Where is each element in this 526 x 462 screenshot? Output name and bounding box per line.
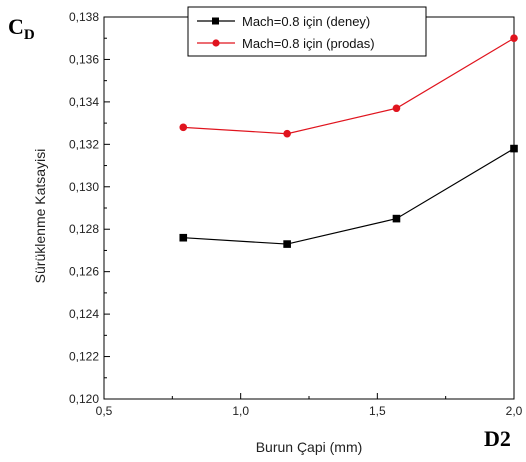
y-tick-label: 0,132 [69,137,99,151]
legend-marker-prodas [212,39,220,47]
legend-label-deney: Mach=0.8 için (deney) [242,14,370,29]
data-point [392,214,401,223]
legend-box [187,6,427,57]
x-axis-title: Burun Çapi (mm) [256,439,363,455]
y-tick-label: 0,122 [69,350,99,364]
legend-label-prodas: Mach=0.8 için (prodas) [242,36,375,51]
d2-corner-label: D2 [484,426,511,451]
cd-corner-label: CD [8,14,35,43]
x-tick-label: 2,0 [506,404,523,418]
y-tick-label: 0,126 [69,265,99,279]
y-tick-label: 0,124 [69,307,99,321]
series-deney [179,144,518,248]
y-axis-title: Sürüklenme Katsayisi [32,149,48,284]
y-tick-label: 0,120 [69,392,99,406]
series-prodas [179,34,518,138]
y-tick-label: 0,130 [69,180,99,194]
data-point [392,104,401,113]
legend: Mach=0.8 için (deney) Mach=0.8 için (pro… [187,6,427,57]
axis-ticks [103,16,515,400]
x-tick-label: 1,5 [369,404,386,418]
x-tick-labels: 0,5 1,0 1,5 2,0 [96,404,523,418]
data-point [510,34,518,43]
y-tick-label: 0,136 [69,52,99,66]
series-line [183,148,515,245]
x-tick-label: 1,0 [232,404,249,418]
x-tick-label: 0,5 [96,404,113,418]
data-point [283,129,291,138]
series-layer [179,34,518,248]
data-point [179,233,188,242]
data-point [179,123,188,132]
y-tick-labels: 0,120 0,122 0,124 0,126 0,128 0,130 0,132 0,134… [69,10,99,406]
y-tick-label: 0,138 [69,10,99,24]
data-point [283,240,291,248]
y-tick-label: 0,134 [69,95,99,109]
data-point [510,144,518,153]
series-line [183,37,515,135]
legend-marker-deney [212,17,219,25]
y-tick-label: 0,128 [69,222,99,236]
